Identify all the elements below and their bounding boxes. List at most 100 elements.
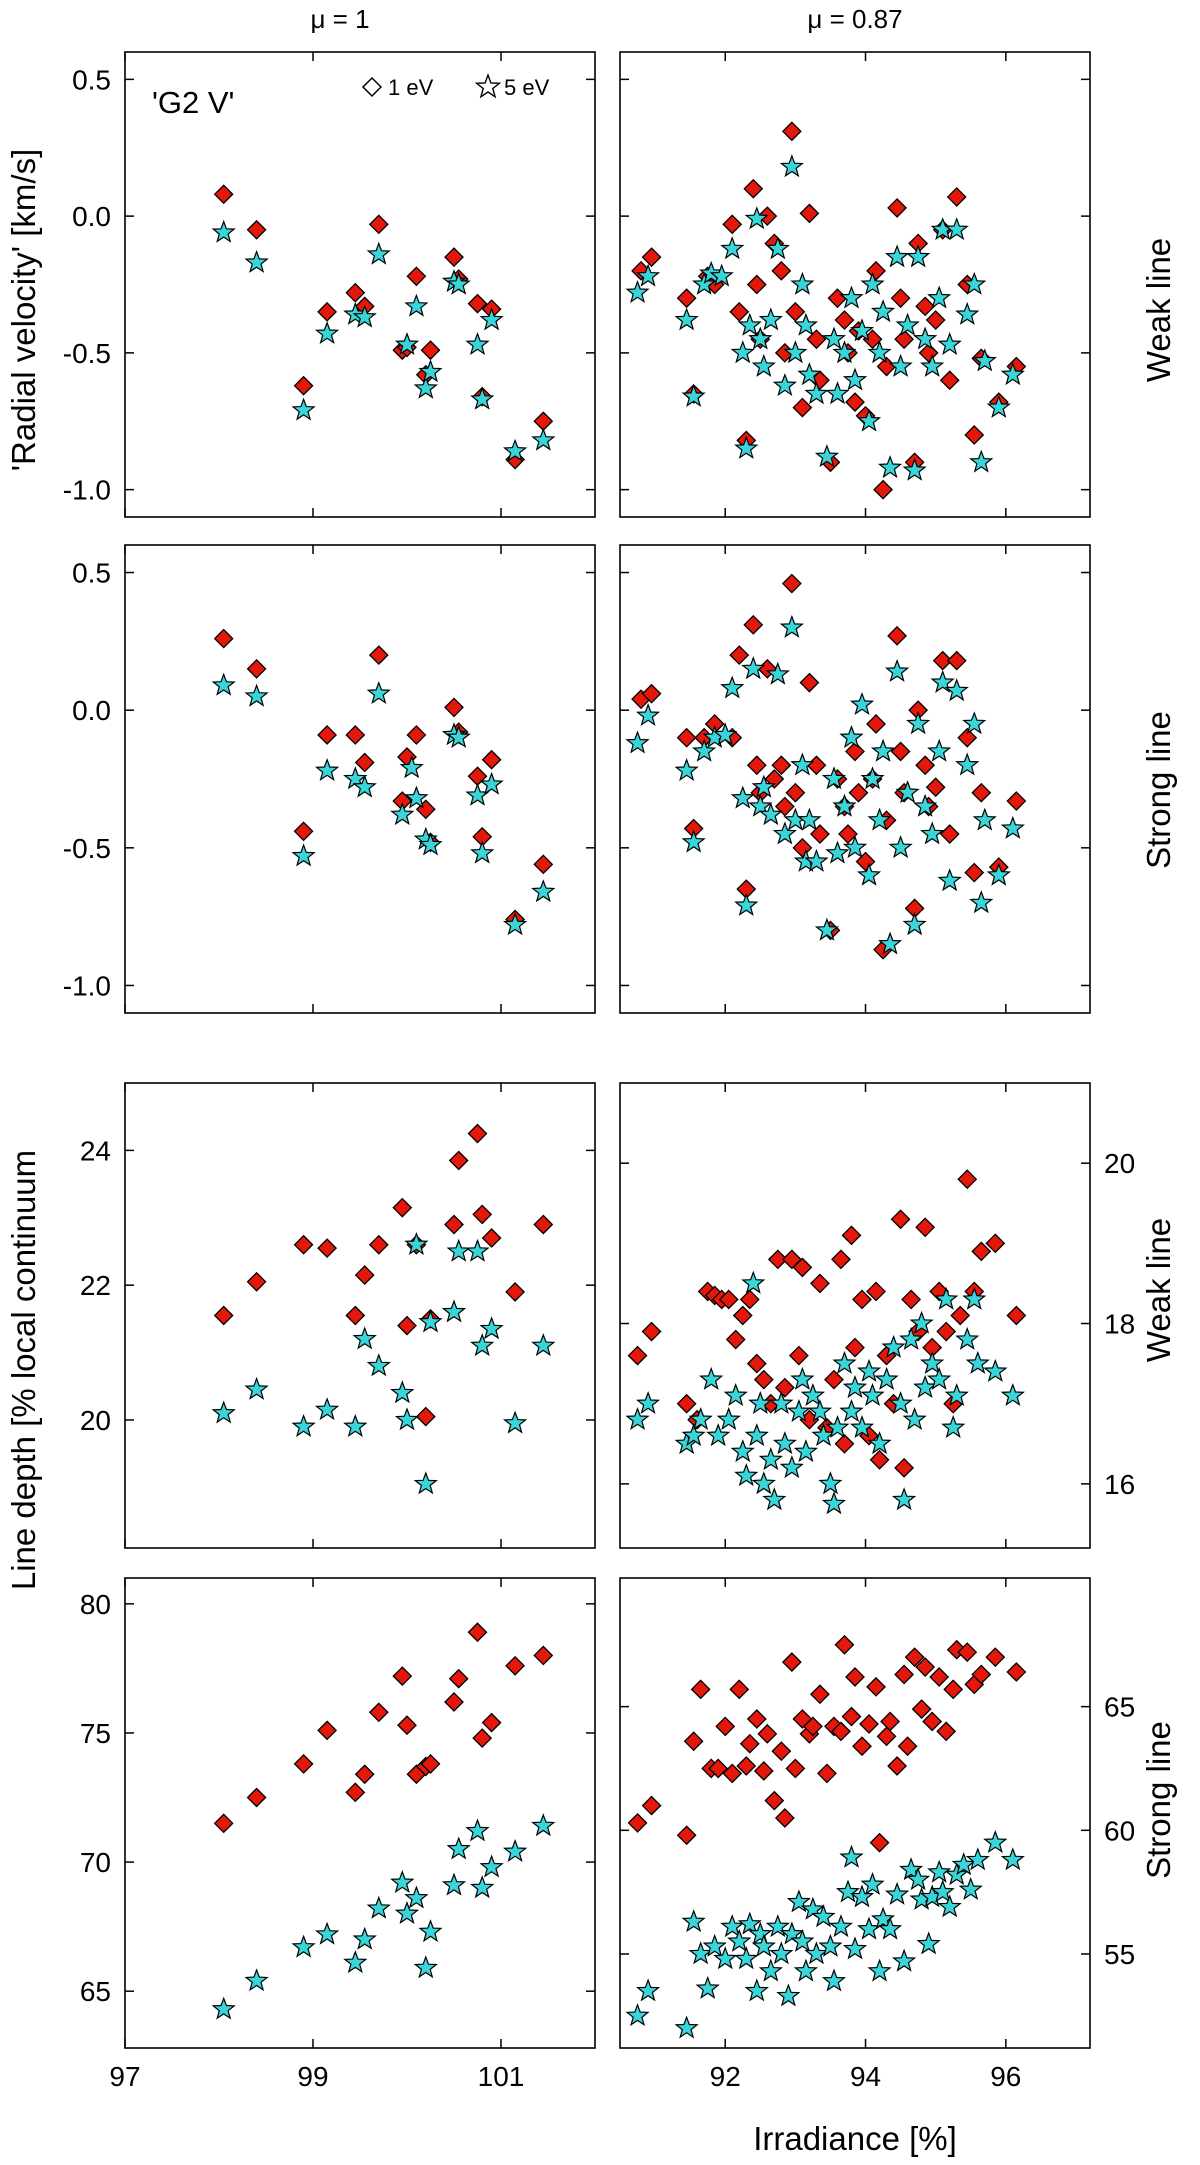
data-point-1ev [904, 1647, 925, 1668]
data-point-1ev [676, 288, 697, 309]
data-point-1ev [911, 1699, 932, 1720]
data-point-1ev [845, 392, 865, 413]
data-point-1ev [690, 1679, 711, 1700]
data-point-1ev [925, 777, 946, 798]
data-point-5ev [941, 1414, 966, 1438]
data-point-5ev [839, 1398, 864, 1422]
data-point-5ev [748, 326, 773, 350]
data-point-5ev [804, 381, 829, 405]
data-point-5ev [635, 1978, 661, 2002]
data-point-1ev [852, 1289, 872, 1310]
data-point-5ev [713, 1946, 738, 1970]
data-point-1ev [725, 1329, 746, 1350]
data-point-1ev [866, 1676, 886, 1697]
data-point-5ev [390, 1380, 415, 1404]
data-point-5ev [390, 1869, 415, 1893]
panel-rv-strong-mu087 [619, 544, 1091, 1014]
data-point-1ev [841, 1225, 862, 1246]
legend: 1 eV 5 eV [361, 72, 550, 100]
panel-rv-strong-mu1: -1.0 -0.5 0.0 0.5 [63, 544, 596, 1014]
data-point-5ev [314, 1397, 340, 1421]
data-point-5ev [413, 375, 438, 399]
data-point-5ev [730, 340, 755, 364]
data-point-1ev [392, 1666, 413, 1687]
data-point-5ev [906, 1867, 931, 1891]
column-title-left: μ = 1 [310, 4, 369, 34]
data-point-1ev [939, 370, 960, 391]
data-point-5ev [394, 331, 420, 355]
x-tick-label: 97 [109, 2061, 140, 2092]
data-point-5ev [765, 661, 790, 685]
data-point-1ev [444, 697, 464, 718]
data-point-1ev [985, 1647, 1006, 1668]
data-point-5ev [366, 1895, 391, 1919]
data-point-5ev [955, 1326, 980, 1350]
data-point-1ev [964, 862, 985, 883]
data-point-5ev [531, 427, 556, 451]
data-point-1ev [533, 1214, 554, 1235]
data-point-5ev [821, 1968, 847, 1992]
data-point-5ev [751, 353, 776, 377]
data-point-1ev [781, 1652, 802, 1673]
data-point-1ev [757, 1723, 778, 1744]
data-point-5ev [899, 1326, 924, 1350]
data-point-5ev [211, 219, 236, 243]
data-point-5ev [793, 312, 819, 336]
data-point-5ev [790, 1928, 815, 1952]
data-point-1ev [834, 310, 855, 330]
data-point-5ev [828, 1914, 854, 1938]
data-point-5ev [842, 835, 868, 859]
series-1-eV-depth-weak-mu087 [627, 1169, 1027, 1478]
data-point-5ev [955, 301, 980, 325]
plot-frame [124, 1082, 596, 1549]
data-point-1ev [788, 1345, 809, 1366]
data-point-1ev [732, 1305, 753, 1326]
data-point-5ev [531, 1333, 556, 1357]
series-5-eV-rv-weak-mu1 [211, 219, 556, 462]
data-point-5ev [291, 843, 316, 867]
data-point-1ev [481, 1228, 502, 1248]
data-point-5ev [211, 1400, 236, 1424]
data-point-1ev [785, 1758, 806, 1779]
data-point-5ev [352, 304, 377, 328]
data-point-1ev [971, 1664, 992, 1685]
data-point-5ev [751, 1471, 776, 1495]
data-point-1ev [869, 1832, 890, 1853]
data-point-5ev [399, 755, 424, 779]
data-point-5ev [352, 1926, 377, 1950]
data-point-5ev [825, 1414, 850, 1439]
data-point-1ev [810, 824, 830, 844]
data-point-1ev [852, 1736, 872, 1757]
data-point-5ev [709, 263, 734, 287]
data-point-1ev [802, 1716, 823, 1737]
data-point-5ev [744, 1423, 769, 1447]
data-point-5ev [465, 782, 490, 806]
data-point-1ev [481, 1712, 502, 1733]
data-point-5ev [744, 206, 769, 230]
y-tick-label: 0.5 [72, 64, 111, 95]
data-point-1ev [845, 741, 865, 762]
y-tick-label: 22 [80, 1270, 111, 1301]
data-point-1ev [472, 1204, 493, 1225]
data-point-1ev [894, 329, 915, 350]
row-label-strong-line-2: Strong line [1140, 1721, 1177, 1879]
data-point-1ev [317, 1238, 338, 1259]
x-tick-label: 96 [990, 2061, 1021, 2092]
data-point-5ev [779, 614, 804, 638]
data-point-5ev [531, 879, 556, 903]
y-tick-label: 0.0 [72, 201, 111, 232]
data-point-1ev [627, 1812, 648, 1833]
data-point-1ev [771, 1741, 792, 1762]
data-point-5ev [366, 241, 391, 265]
data-point-1ev [317, 725, 338, 745]
data-point-5ev [811, 1423, 836, 1447]
data-point-5ev [699, 1366, 724, 1390]
data-point-1ev [743, 614, 764, 635]
data-point-1ev [444, 247, 464, 268]
data-point-1ev [957, 1642, 978, 1663]
data-point-5ev [849, 1884, 875, 1908]
data-point-5ev [839, 285, 864, 309]
data-point-5ev [734, 1463, 759, 1487]
data-point-1ev [792, 1257, 813, 1278]
data-point-1ev [354, 1764, 375, 1785]
